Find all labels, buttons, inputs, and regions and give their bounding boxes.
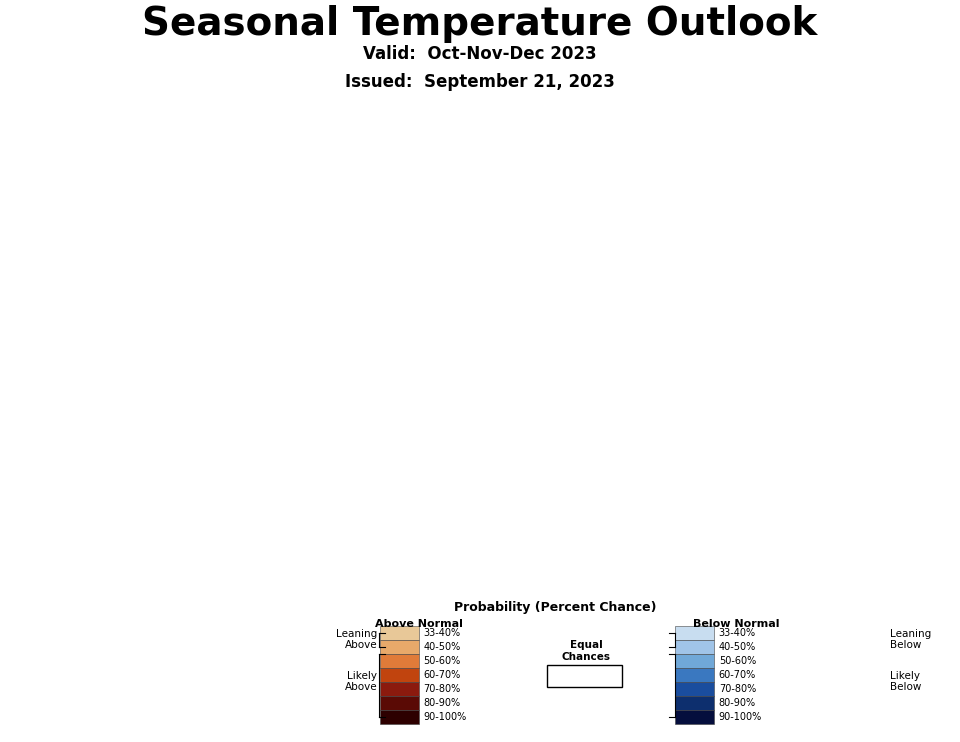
Text: Leaning
Below: Leaning Below — [890, 628, 931, 650]
Bar — [547, 665, 622, 687]
Bar — [380, 640, 420, 654]
Bar — [675, 696, 714, 710]
Text: 70-80%: 70-80% — [423, 684, 461, 694]
Text: Below Normal: Below Normal — [693, 619, 780, 629]
Text: 40-50%: 40-50% — [719, 642, 756, 652]
Bar — [675, 640, 714, 654]
Text: Likely
Above: Likely Above — [345, 671, 377, 692]
Bar — [380, 668, 420, 682]
Text: 90-100%: 90-100% — [719, 712, 762, 722]
Bar — [380, 626, 420, 640]
Text: 33-40%: 33-40% — [719, 628, 756, 638]
Bar — [380, 696, 420, 710]
Text: 50-60%: 50-60% — [719, 656, 756, 666]
Text: 80-90%: 80-90% — [719, 698, 756, 708]
Bar — [380, 682, 420, 696]
Text: Probability (Percent Chance): Probability (Percent Chance) — [454, 601, 657, 614]
Text: Equal
Chances: Equal Chances — [562, 640, 611, 662]
Text: 90-100%: 90-100% — [423, 712, 467, 722]
Text: 70-80%: 70-80% — [719, 684, 756, 694]
Text: Leaning
Above: Leaning Above — [336, 628, 377, 650]
Text: Likely
Below: Likely Below — [890, 671, 921, 692]
Text: Issued:  September 21, 2023: Issued: September 21, 2023 — [345, 73, 615, 91]
Bar — [380, 710, 420, 723]
Text: Seasonal Temperature Outlook: Seasonal Temperature Outlook — [142, 4, 818, 42]
Text: Above Normal: Above Normal — [375, 619, 463, 629]
Text: 80-90%: 80-90% — [423, 698, 461, 708]
Text: 60-70%: 60-70% — [719, 670, 756, 680]
Bar — [380, 654, 420, 668]
Text: 33-40%: 33-40% — [423, 628, 461, 638]
Text: 50-60%: 50-60% — [423, 656, 461, 666]
Bar — [675, 654, 714, 668]
Bar — [675, 682, 714, 696]
Bar — [675, 626, 714, 640]
Text: 60-70%: 60-70% — [423, 670, 461, 680]
Text: 40-50%: 40-50% — [423, 642, 461, 652]
Text: Valid:  Oct-Nov-Dec 2023: Valid: Oct-Nov-Dec 2023 — [363, 45, 597, 63]
Bar — [675, 668, 714, 682]
Bar — [675, 710, 714, 723]
